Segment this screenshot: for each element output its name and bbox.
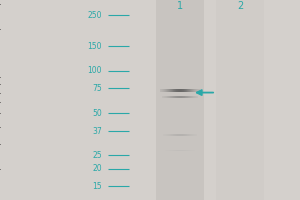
Text: 75: 75 bbox=[92, 84, 102, 93]
Bar bbox=[184, 96, 185, 98]
Bar bbox=[184, 89, 185, 92]
Bar bbox=[177, 96, 178, 98]
Bar bbox=[156, 0, 204, 200]
Bar bbox=[175, 89, 176, 92]
Text: 250: 250 bbox=[88, 11, 102, 20]
Bar bbox=[187, 89, 188, 92]
Text: 150: 150 bbox=[88, 42, 102, 51]
Bar bbox=[181, 89, 182, 92]
Bar bbox=[173, 96, 174, 98]
Text: 37: 37 bbox=[92, 127, 102, 136]
Bar bbox=[196, 96, 197, 98]
Bar bbox=[196, 89, 197, 92]
Text: 100: 100 bbox=[88, 66, 102, 75]
Bar bbox=[193, 89, 194, 92]
Bar bbox=[165, 96, 166, 98]
Bar bbox=[162, 96, 163, 98]
Bar bbox=[174, 96, 175, 98]
Bar bbox=[189, 89, 190, 92]
Bar bbox=[175, 96, 176, 98]
Bar bbox=[174, 89, 175, 92]
Bar bbox=[173, 89, 174, 92]
Bar bbox=[194, 89, 195, 92]
Bar bbox=[177, 89, 178, 92]
Bar bbox=[185, 89, 186, 92]
Text: 50: 50 bbox=[92, 109, 102, 118]
Bar bbox=[189, 96, 190, 98]
Bar bbox=[192, 89, 193, 92]
Bar bbox=[191, 89, 192, 92]
Bar bbox=[190, 89, 191, 92]
Bar bbox=[181, 96, 182, 98]
Bar bbox=[164, 96, 165, 98]
Bar bbox=[168, 89, 169, 92]
Bar bbox=[183, 96, 184, 98]
Bar bbox=[190, 96, 191, 98]
Bar bbox=[165, 89, 166, 92]
Bar bbox=[182, 89, 183, 92]
Bar bbox=[170, 89, 171, 92]
Bar bbox=[169, 89, 170, 92]
Bar bbox=[171, 89, 172, 92]
Bar bbox=[162, 89, 163, 92]
Text: 2: 2 bbox=[237, 1, 243, 11]
Bar bbox=[161, 89, 162, 92]
Text: 15: 15 bbox=[92, 182, 102, 191]
Bar bbox=[197, 96, 198, 98]
Bar bbox=[167, 96, 168, 98]
Bar bbox=[163, 96, 164, 98]
Bar bbox=[198, 89, 199, 92]
Bar bbox=[166, 96, 167, 98]
Bar bbox=[171, 96, 172, 98]
Bar bbox=[169, 96, 170, 98]
Bar bbox=[216, 0, 264, 200]
Bar bbox=[187, 96, 188, 98]
Bar bbox=[199, 89, 200, 92]
Bar bbox=[180, 96, 181, 98]
Bar bbox=[179, 89, 180, 92]
Bar bbox=[163, 89, 164, 92]
Bar bbox=[196, 89, 197, 92]
Bar bbox=[160, 89, 161, 92]
Bar bbox=[193, 96, 194, 98]
Bar bbox=[178, 89, 179, 92]
Bar bbox=[176, 89, 177, 92]
Bar bbox=[172, 89, 173, 92]
Text: 1: 1 bbox=[177, 1, 183, 11]
Bar bbox=[197, 89, 198, 92]
Bar bbox=[164, 89, 165, 92]
Text: 20: 20 bbox=[92, 164, 102, 173]
Bar bbox=[166, 89, 167, 92]
Bar bbox=[167, 89, 168, 92]
Bar bbox=[180, 89, 181, 92]
Bar bbox=[195, 89, 196, 92]
Bar bbox=[188, 89, 189, 92]
Bar bbox=[169, 89, 170, 92]
Bar bbox=[186, 89, 187, 92]
Text: 25: 25 bbox=[92, 151, 102, 160]
Bar bbox=[183, 89, 184, 92]
Bar bbox=[176, 96, 177, 98]
Bar bbox=[168, 96, 169, 98]
